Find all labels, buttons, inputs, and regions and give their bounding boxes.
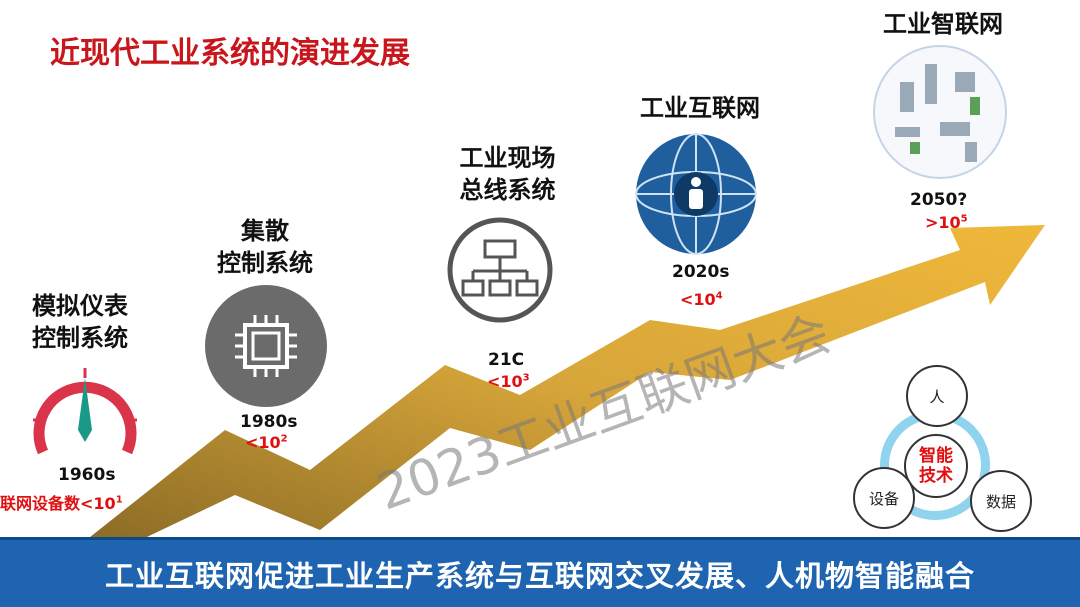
stage-4-label: 工业互联网 bbox=[625, 92, 775, 124]
stage-2-label: 集散 控制系统 bbox=[200, 215, 330, 279]
bottom-banner: 工业互联网促进工业生产系统与互联网交叉发展、人机物智能融合 bbox=[0, 537, 1080, 607]
stage-5-count-text: >10 bbox=[925, 213, 961, 232]
stage-5-count: >105 bbox=[925, 213, 968, 232]
arrow-body bbox=[80, 225, 1045, 545]
center-node-line-1: 智能 bbox=[919, 446, 953, 466]
stage-1-count-exponent: 1 bbox=[115, 494, 123, 506]
stage-2-year: 1980s bbox=[240, 412, 298, 432]
stage-1-label-line-1: 模拟仪表 bbox=[32, 292, 128, 320]
stage-2-label-line-2: 控制系统 bbox=[217, 249, 313, 277]
stage-2-label-line-1: 集散 bbox=[241, 217, 289, 245]
globe-person-icon bbox=[635, 133, 757, 255]
page-title: 近现代工业系统的演进发展 bbox=[50, 36, 410, 71]
stage-2-count: <102 bbox=[245, 433, 288, 452]
stage-1-count-text: 联网设备数<10 bbox=[0, 494, 116, 513]
node-person: 人 bbox=[906, 365, 968, 427]
stage-5-label-line-1: 工业智联网 bbox=[883, 10, 1003, 38]
stage-3-count: <103 bbox=[487, 372, 530, 391]
stage-5-label: 工业智联网 bbox=[868, 8, 1018, 40]
stage-4-year: 2020s bbox=[672, 262, 730, 282]
center-node: 智能 技术 bbox=[904, 434, 968, 498]
stage-1-count: 联网设备数<101 bbox=[0, 490, 123, 514]
chip-icon bbox=[205, 285, 327, 407]
node-device: 设备 bbox=[853, 467, 915, 529]
stage-4-count-exponent: 4 bbox=[715, 290, 723, 302]
stage-1-label-line-2: 控制系统 bbox=[32, 324, 128, 352]
stage-3-count-exponent: 3 bbox=[522, 372, 530, 384]
stage-3-label-line-1: 工业现场 bbox=[459, 144, 556, 172]
stage-5-count-exponent: 5 bbox=[960, 213, 968, 225]
stage-4-count: <104 bbox=[680, 290, 723, 309]
network-tree-icon bbox=[447, 217, 553, 323]
node-data: 数据 bbox=[970, 470, 1032, 532]
stage-5-year: 2050? bbox=[910, 190, 968, 210]
stage-3-label: 工业现场 总线系统 bbox=[440, 142, 575, 206]
stage-3-year: 21C bbox=[488, 350, 525, 370]
stage-1-label: 模拟仪表 控制系统 bbox=[20, 290, 140, 354]
stage-3-label-line-2: 总线系统 bbox=[459, 176, 556, 204]
stage-4-count-text: <10 bbox=[680, 290, 716, 309]
center-node-line-2: 技术 bbox=[919, 466, 953, 486]
stage-1-year: 1960s bbox=[58, 465, 116, 485]
smart-factory-icon bbox=[873, 45, 1007, 179]
stage-2-count-text: <10 bbox=[245, 433, 281, 452]
stage-3-count-text: <10 bbox=[487, 372, 523, 391]
stage-2-count-exponent: 2 bbox=[280, 433, 288, 445]
gauge-icon bbox=[33, 368, 137, 455]
stage-4-label-line-1: 工业互联网 bbox=[640, 94, 760, 122]
